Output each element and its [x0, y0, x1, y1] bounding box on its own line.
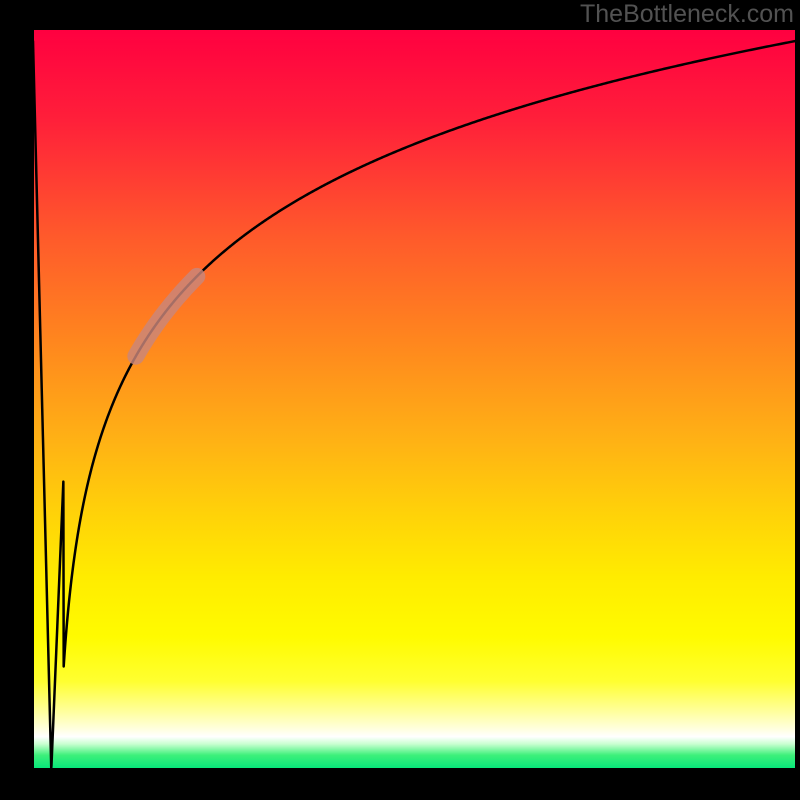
- chart-container: TheBottleneck.com: [0, 0, 800, 800]
- bottleneck-chart: [0, 0, 800, 800]
- watermark-text: TheBottleneck.com: [580, 0, 794, 29]
- plot-background: [33, 30, 795, 770]
